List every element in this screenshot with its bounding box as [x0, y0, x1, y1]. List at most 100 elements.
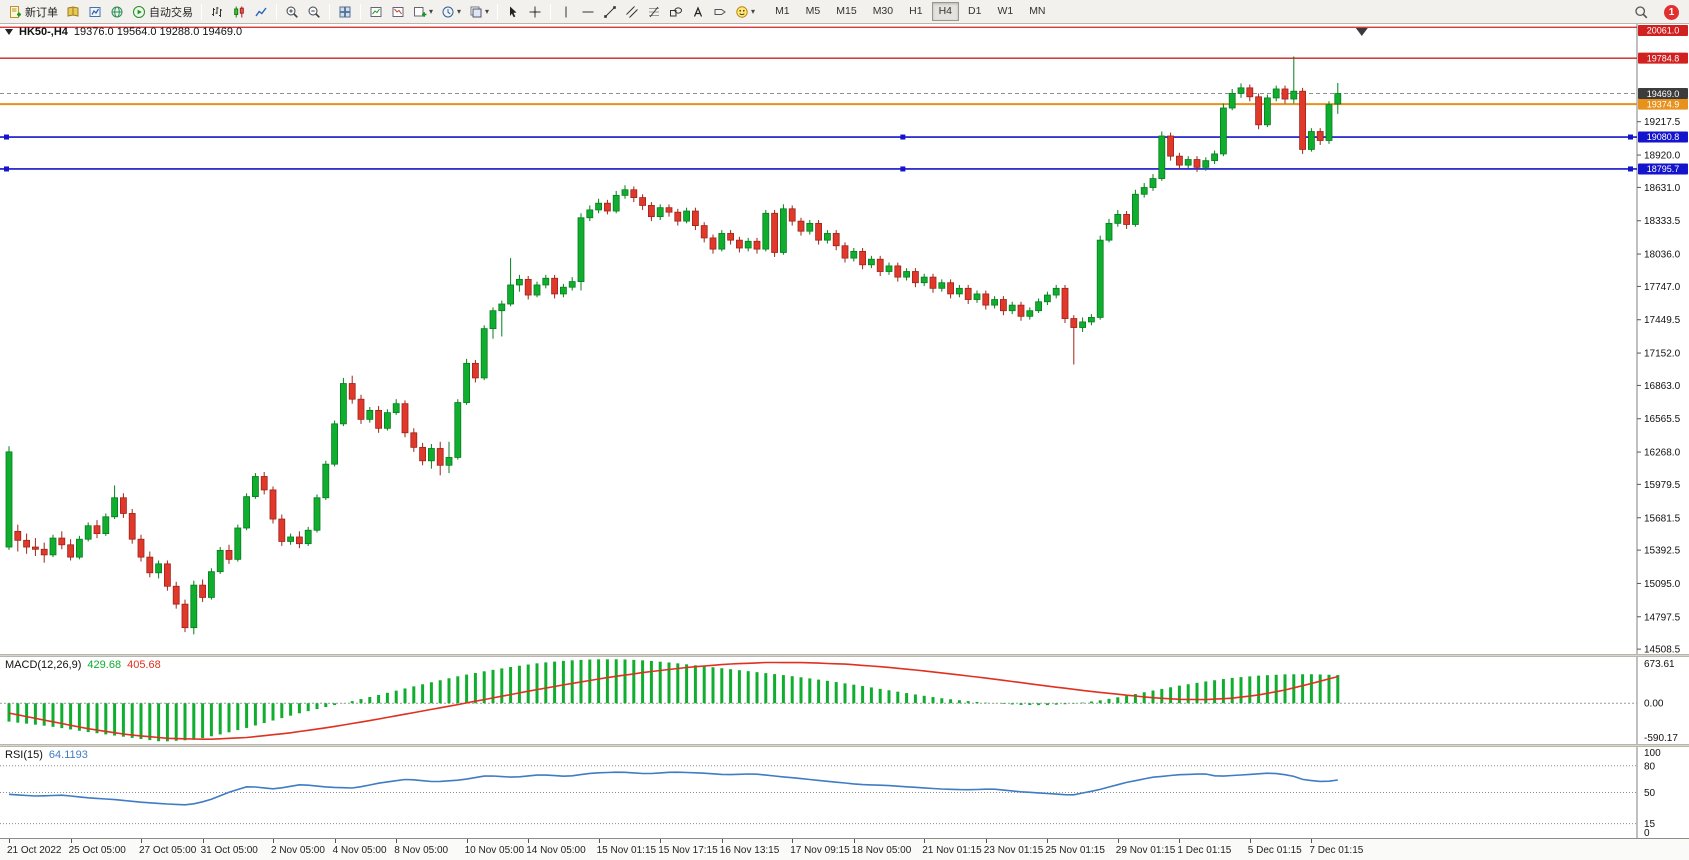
- crosshair-button[interactable]: [525, 2, 545, 22]
- chart-up-button[interactable]: [366, 2, 386, 22]
- zoom-out-icon: [308, 6, 320, 18]
- macd-panel[interactable]: 673.61 0.00 -590.17 MACD(12,26,9) 429.68 4…: [0, 657, 1689, 744]
- doc-plus-icon: [10, 5, 21, 18]
- timeframe-m30-button[interactable]: M30: [872, 5, 894, 18]
- time-tick: [202, 839, 204, 843]
- time-label: 21 Nov 01:15: [922, 845, 982, 856]
- panel-splitter[interactable]: [0, 744, 1689, 747]
- timeframe-m5-button[interactable]: M5: [805, 5, 821, 18]
- time-tick: [528, 839, 530, 843]
- time-label: 5 Dec 01:15: [1247, 845, 1302, 856]
- svg-text:0: 0: [1644, 828, 1650, 838]
- candlestick-chart[interactable]: 19217.5 18920.0 18631.0 18333.5 18036.0 17747…: [0, 24, 1689, 654]
- search-icon[interactable]: [1631, 2, 1651, 22]
- book-icon: [67, 5, 79, 17]
- chart-up-icon: [370, 6, 382, 17]
- chart-down-icon: [392, 6, 404, 17]
- time-label: 14 Nov 05:00: [526, 845, 586, 856]
- time-tick: [660, 839, 662, 843]
- new-chart-button[interactable]: ▾: [410, 2, 436, 22]
- cursor-button[interactable]: [503, 2, 523, 22]
- bars-icon: [212, 6, 222, 17]
- dropdown-caret-icon[interactable]: ▾: [485, 7, 490, 16]
- text-label-button[interactable]: [710, 2, 730, 22]
- one-click-trading-toggle-icon[interactable]: [5, 29, 13, 35]
- globe-icon: [111, 6, 123, 17]
- svg-text:-590.17: -590.17: [1644, 733, 1678, 744]
- rsi-axis-labels: 100 80 50 150: [1644, 748, 1661, 838]
- time-label: 29 Nov 01:15: [1115, 845, 1176, 856]
- time-label: 15 Nov 01:15: [596, 845, 657, 856]
- candles-icon: [234, 6, 244, 17]
- market-watch-button[interactable]: [63, 2, 83, 22]
- toolbar-separator: [360, 3, 361, 20]
- tile-windows-button[interactable]: [335, 2, 355, 22]
- svg-text:16268.0: 16268.0: [1644, 448, 1681, 459]
- toolbar-right: 1: [1630, 0, 1679, 24]
- arrow-tools-button[interactable]: ▾: [732, 2, 758, 22]
- line-chart-button[interactable]: [251, 2, 271, 22]
- svg-text:19784.8: 19784.8: [1647, 53, 1680, 63]
- time-tick: [1249, 839, 1251, 843]
- smiley-icon: [736, 5, 748, 18]
- macd-chart[interactable]: 673.61 0.00 -590.17: [0, 657, 1689, 744]
- dropdown-caret-icon[interactable]: ▾: [751, 7, 756, 16]
- svg-text:17747.0: 17747.0: [1644, 282, 1681, 293]
- time-tick: [1179, 839, 1181, 843]
- time-label: 4 Nov 05:00: [332, 845, 387, 856]
- clock-icon: [442, 6, 454, 17]
- svg-text:19080.8: 19080.8: [1647, 132, 1680, 142]
- zoom-in-button[interactable]: [282, 2, 302, 22]
- play-icon: [133, 5, 145, 18]
- dropdown-caret-icon[interactable]: ▾: [457, 7, 462, 16]
- candlestick-chart-button[interactable]: [229, 2, 249, 22]
- vline-icon: [565, 6, 567, 17]
- timeframe-d1-button[interactable]: D1: [968, 5, 982, 18]
- svg-text:17449.5: 17449.5: [1644, 315, 1681, 326]
- vertical-line-button[interactable]: [556, 2, 576, 22]
- notification-badge[interactable]: 1: [1664, 4, 1679, 20]
- new-order-button[interactable]: 新订单: [5, 2, 61, 22]
- fibonacci-button[interactable]: [644, 2, 664, 22]
- text-button[interactable]: [688, 2, 708, 22]
- svg-text:80: 80: [1644, 761, 1656, 772]
- timeframe-m15-button[interactable]: M15: [836, 5, 857, 18]
- shapes-button[interactable]: [666, 2, 686, 22]
- timeframe-w1-button[interactable]: W1: [997, 5, 1014, 18]
- equidistant-channel-button[interactable]: [622, 2, 642, 22]
- zoom-out-button[interactable]: [304, 2, 324, 22]
- toolbar-separator: [276, 3, 277, 20]
- rsi-levels: [0, 765, 1637, 825]
- rsi-chart[interactable]: 100 80 50 150: [0, 747, 1689, 838]
- time-tick: [792, 839, 794, 843]
- time-tick: [1047, 839, 1049, 843]
- chart-down-button[interactable]: [388, 2, 408, 22]
- community-button[interactable]: [107, 2, 127, 22]
- rsi-panel[interactable]: 100 80 50 15 0 RSI(15) 64.1193: [0, 747, 1689, 838]
- svg-text:18920.0: 18920.0: [1644, 151, 1681, 162]
- timeframe-h4-button[interactable]: H4: [931, 2, 959, 21]
- profiles-button[interactable]: ▾: [438, 2, 464, 22]
- time-tick: [70, 839, 72, 843]
- price-axis-ticks: 19217.5 18920.0 18631.0 18333.5 18036.0 17747…: [1637, 117, 1681, 654]
- trendline-button[interactable]: [600, 2, 620, 22]
- templates-button[interactable]: ▾: [466, 2, 492, 22]
- timeframe-h1-button[interactable]: H1: [909, 5, 923, 18]
- text-a-icon: [693, 5, 703, 17]
- horizontal-line-button[interactable]: [578, 2, 598, 22]
- tile-icon: [339, 6, 351, 17]
- main-chart-panel[interactable]: 19217.5 18920.0 18631.0 18333.5 18036.0 17747…: [0, 24, 1689, 654]
- svg-text:15979.5: 15979.5: [1644, 480, 1681, 491]
- time-tick: [141, 839, 142, 843]
- auto-trading-button[interactable]: 自动交易: [129, 2, 196, 22]
- svg-text:15392.5: 15392.5: [1644, 546, 1681, 557]
- dropdown-caret-icon[interactable]: ▾: [429, 7, 434, 16]
- hline-icon: [582, 11, 594, 12]
- timeframe-m1-button[interactable]: M1: [775, 5, 790, 18]
- data-window-button[interactable]: [85, 2, 105, 22]
- time-tick: [853, 839, 855, 843]
- panel-splitter[interactable]: [0, 654, 1689, 657]
- bar-chart-button[interactable]: [207, 2, 227, 22]
- timeframe-mn-button[interactable]: MN: [1029, 5, 1046, 18]
- time-axis[interactable]: 21 Oct 2022 25 Oct 05:00 27 Oct 05:00 31 Oc…: [0, 838, 1689, 860]
